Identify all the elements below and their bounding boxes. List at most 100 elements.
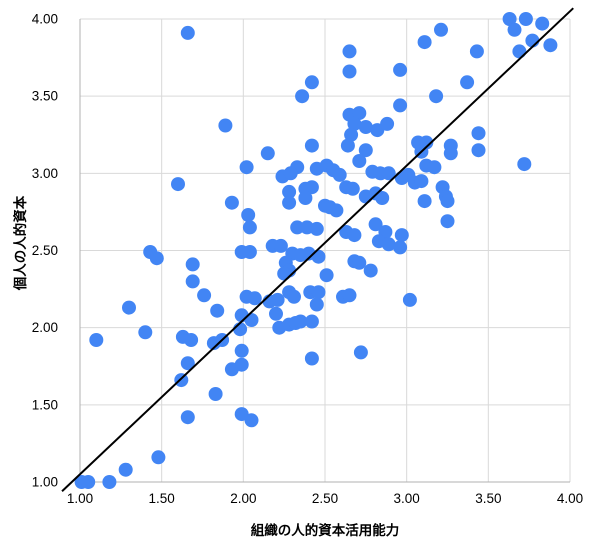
data-point (434, 22, 448, 37)
data-point (218, 118, 233, 133)
data-point (171, 177, 185, 192)
data-point (427, 160, 442, 175)
data-point (443, 146, 458, 161)
data-point (368, 217, 383, 232)
data-point (282, 195, 297, 210)
data-point (185, 257, 200, 272)
y-tick-label: 3.50 (32, 89, 58, 104)
data-point (363, 263, 378, 278)
data-point (469, 44, 484, 59)
data-point (352, 154, 367, 168)
data-point (332, 167, 347, 182)
y-tick-label: 1.50 (32, 397, 58, 412)
data-point (353, 345, 368, 360)
data-point (340, 138, 355, 153)
data-point (375, 191, 390, 205)
data-point (417, 35, 432, 50)
data-point (208, 387, 223, 401)
data-point (151, 450, 166, 465)
data-point (224, 195, 239, 210)
data-point (239, 160, 254, 175)
data-point (234, 357, 249, 372)
data-point (460, 75, 475, 90)
data-point (358, 143, 373, 158)
data-point (517, 157, 532, 172)
data-point (234, 343, 249, 358)
data-point (287, 289, 301, 304)
data-point (304, 351, 319, 366)
data-point (535, 16, 550, 31)
data-point (347, 116, 362, 131)
data-point (344, 127, 359, 142)
x-tick-label: 2.00 (230, 491, 256, 506)
x-tick-label: 1.00 (67, 491, 93, 506)
data-point (260, 146, 275, 161)
data-point (102, 475, 117, 489)
data-point (304, 314, 319, 329)
data-point (471, 143, 486, 158)
data-point (122, 300, 136, 315)
data-point (283, 166, 298, 181)
x-tick-label: 3.00 (394, 491, 420, 506)
x-tick-label: 2.50 (312, 491, 338, 506)
data-point (180, 410, 195, 425)
trendline (61, 7, 574, 492)
data-point (358, 120, 373, 134)
data-point (244, 413, 259, 428)
data-point (393, 62, 408, 77)
data-point (247, 291, 262, 306)
data-point (149, 251, 164, 266)
data-point (394, 228, 409, 243)
data-point (311, 285, 326, 300)
data-point (81, 475, 96, 489)
data-point (304, 138, 319, 153)
data-point (295, 89, 310, 104)
data-point (269, 306, 283, 321)
y-tick-label: 2.00 (32, 320, 58, 335)
x-axis-title: 組織の人的資本活用能力 (250, 523, 400, 538)
data-point (304, 180, 319, 195)
data-point (311, 249, 326, 264)
data-point (282, 184, 297, 199)
data-point (304, 75, 319, 90)
data-point (309, 221, 324, 236)
data-point (242, 220, 257, 235)
data-point (352, 106, 367, 121)
data-point (440, 214, 455, 229)
data-point (393, 240, 408, 255)
y-tick-label: 3.00 (32, 166, 58, 181)
data-point (138, 325, 153, 340)
data-point (440, 194, 455, 209)
x-tick-label: 1.50 (149, 491, 175, 506)
data-point (512, 44, 527, 59)
data-point (507, 22, 522, 37)
data-point (290, 220, 305, 235)
data-point (394, 171, 409, 185)
data-point (402, 292, 417, 307)
data-point (293, 314, 308, 329)
data-point (342, 64, 357, 79)
data-point (414, 174, 429, 189)
y-tick-label: 1.00 (32, 475, 58, 490)
data-point (180, 25, 195, 40)
data-point (273, 238, 288, 253)
data-point (502, 12, 517, 26)
data-point (380, 116, 395, 131)
y-tick-label: 4.00 (32, 12, 58, 27)
x-tick-label: 3.50 (475, 491, 501, 506)
data-point (345, 181, 360, 196)
data-point (241, 208, 256, 222)
data-point (197, 288, 212, 303)
data-point (429, 89, 444, 104)
data-point (180, 356, 195, 371)
data-point (518, 12, 533, 26)
data-point (277, 266, 292, 281)
data-point (347, 228, 362, 243)
data-point (471, 126, 486, 141)
data-point (329, 203, 344, 218)
data-point (342, 288, 357, 303)
data-point (270, 292, 285, 307)
y-axis-title: 個人の人的資本 (13, 195, 28, 291)
